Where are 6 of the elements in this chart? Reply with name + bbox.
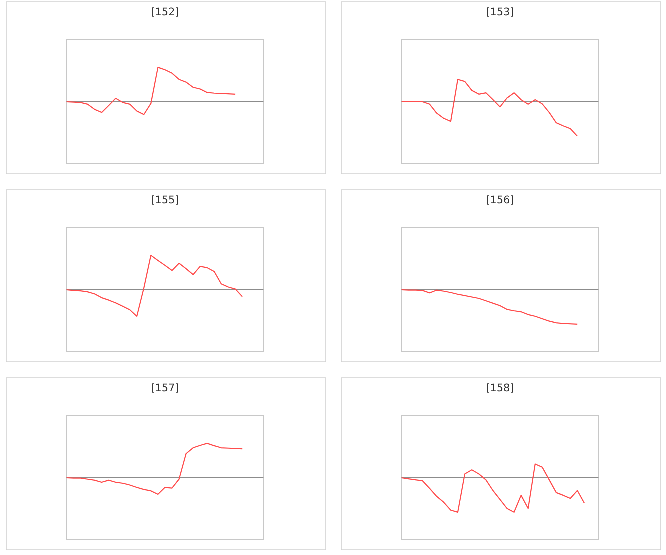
chart-title: [155] [152, 196, 178, 205]
chart-title: [158] [487, 384, 514, 393]
chart-title: [152] [152, 8, 178, 17]
chart-title: [157] [152, 384, 178, 393]
chart-title: [156] [487, 196, 514, 205]
chart-title: [153] [487, 8, 514, 17]
